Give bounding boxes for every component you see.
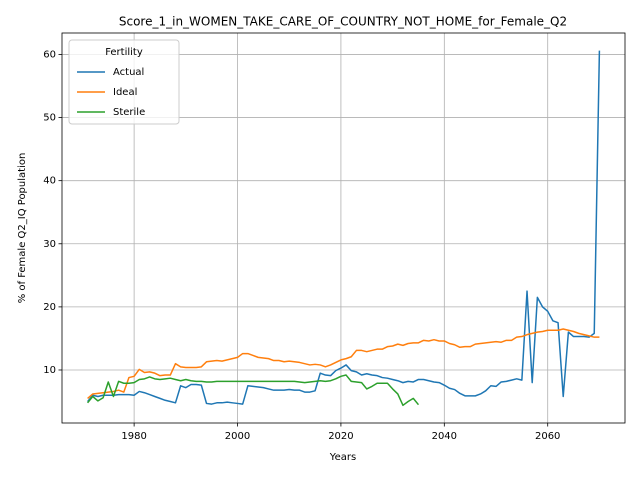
y-tick-label: 20 bbox=[43, 302, 56, 313]
x-tick-label: 2040 bbox=[432, 431, 457, 442]
legend-label: Actual bbox=[113, 67, 144, 78]
legend-label: Ideal bbox=[113, 87, 137, 98]
y-axis-label: % of Female Q2_IQ Population bbox=[17, 153, 28, 304]
y-tick-label: 60 bbox=[43, 49, 56, 60]
chart-title: Score_1_in_WOMEN_TAKE_CARE_OF_COUNTRY_NO… bbox=[119, 15, 567, 29]
y-tick-label: 10 bbox=[43, 365, 56, 376]
y-tick-label: 40 bbox=[43, 176, 56, 187]
x-tick-label: 1980 bbox=[121, 431, 146, 442]
y-tick-label: 30 bbox=[43, 239, 56, 250]
x-tick-label: 2020 bbox=[328, 431, 353, 442]
legend-box bbox=[68, 39, 180, 125]
x-tick-label: 2000 bbox=[225, 431, 250, 442]
series-line bbox=[87, 328, 600, 399]
series-line bbox=[87, 50, 601, 405]
y-tick-label: 50 bbox=[43, 113, 56, 124]
legend-label: Sterile bbox=[113, 107, 145, 118]
x-axis-label: Years bbox=[329, 452, 356, 463]
x-tick-label: 2060 bbox=[535, 431, 560, 442]
series-line bbox=[87, 374, 420, 407]
axes-frame bbox=[61, 32, 626, 424]
legend-title: Fertility bbox=[105, 47, 143, 58]
